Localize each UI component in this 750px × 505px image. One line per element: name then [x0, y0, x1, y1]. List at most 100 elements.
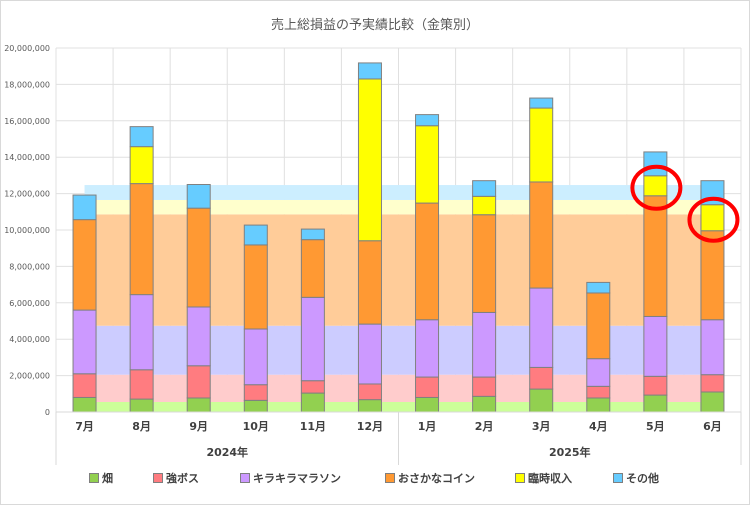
bar-segment — [415, 202, 440, 321]
y-tick-label: 0 — [45, 408, 50, 417]
bar-segment — [529, 366, 554, 390]
x-tick-label: 5月 — [646, 420, 665, 433]
bar-segment — [415, 114, 440, 127]
bar-segment — [529, 388, 554, 413]
budget-band — [84, 214, 724, 326]
y-tick-label: 6,000,000 — [9, 299, 50, 308]
y-tick-label: 8,000,000 — [9, 262, 50, 271]
bar-segment — [586, 385, 611, 399]
group-label: 2025年 — [549, 445, 591, 459]
bar-segment — [300, 392, 325, 413]
bar-segment — [243, 328, 268, 386]
x-tick-label: 3月 — [532, 420, 551, 433]
budget-band — [84, 325, 724, 375]
bar-segment — [700, 391, 725, 413]
bar-segment — [186, 397, 211, 413]
x-tick-label: 6月 — [703, 420, 722, 433]
bar-segment — [415, 319, 440, 378]
bar-segment — [357, 323, 382, 385]
legend-item: 畑 — [89, 470, 113, 486]
bar-segment — [357, 78, 382, 242]
bar-segment — [300, 239, 325, 298]
legend-label: 畑 — [102, 472, 113, 485]
y-tick-label: 14,000,000 — [4, 153, 50, 162]
legend-label: おさかなコイン — [398, 472, 475, 485]
bar-segment — [243, 399, 268, 413]
bar-segment — [529, 287, 554, 368]
bar-segment — [300, 228, 325, 241]
bar-segment — [243, 384, 268, 401]
bar-segment — [700, 319, 725, 376]
bar-segment — [700, 204, 725, 232]
highlight-circle — [630, 164, 683, 211]
bar-segment — [643, 394, 668, 413]
legend-swatch — [613, 473, 623, 483]
bar-segment — [72, 396, 97, 413]
bar-segment — [415, 396, 440, 413]
y-tick-label: 20,000,000 — [4, 44, 50, 53]
bar-segment — [472, 214, 497, 313]
bar-segment — [472, 311, 497, 378]
y-tick-label: 12,000,000 — [4, 190, 50, 199]
y-tick-label: 2,000,000 — [9, 372, 50, 381]
legend-swatch — [153, 473, 163, 483]
bar-segment — [643, 195, 668, 317]
highlight-circle — [687, 196, 740, 243]
x-tick-label: 4月 — [589, 420, 608, 433]
bar-segment — [700, 374, 725, 393]
bar-segment — [129, 126, 154, 148]
bar-segment — [186, 306, 211, 367]
legend-label: 臨時収入 — [528, 472, 572, 485]
bar-segment — [243, 224, 268, 246]
bar-segment — [186, 207, 211, 308]
legend-swatch — [89, 473, 99, 483]
legend-item: その他 — [613, 470, 659, 486]
legend-swatch — [385, 473, 395, 483]
legend-swatch — [515, 473, 525, 483]
group-label: 2024年 — [206, 445, 248, 459]
bar-segment — [643, 151, 668, 177]
x-tick-label: 10月 — [243, 420, 269, 433]
bar-segment — [586, 397, 611, 413]
bar-segment — [129, 369, 154, 400]
budget-band — [84, 185, 724, 200]
bar-segment — [300, 380, 325, 394]
bar-segment — [415, 376, 440, 398]
bar-segment — [586, 358, 611, 387]
budget-band — [84, 401, 724, 412]
bar-segment — [357, 383, 382, 401]
x-tick-label: 12月 — [357, 420, 383, 433]
legend-item: 強ボス — [153, 470, 199, 486]
bar-segment — [700, 230, 725, 321]
bar-segment — [357, 399, 382, 413]
bar-segment — [72, 219, 97, 311]
legend-item: おさかなコイン — [385, 470, 475, 486]
bar-segment — [529, 181, 554, 289]
bar-segment — [129, 146, 154, 185]
bar-segment — [129, 183, 154, 296]
x-tick-label: 7月 — [75, 420, 94, 433]
bar-segment — [529, 107, 554, 183]
bar-segment — [586, 281, 611, 294]
x-tick-label: 2月 — [475, 420, 494, 433]
y-tick-label: 10,000,000 — [4, 226, 50, 235]
bar-segment — [643, 315, 668, 377]
bar-segment — [472, 180, 497, 197]
bar-segment — [472, 395, 497, 413]
legend: 畑 強ボス キラキラマラソン おさかなコイン 臨時収入 その他 — [0, 470, 750, 488]
bar-segment — [243, 244, 268, 330]
x-tick-label: 9月 — [189, 420, 208, 433]
bar-segment — [129, 398, 154, 413]
bar-segment — [643, 175, 668, 197]
bar-segment — [72, 309, 97, 375]
bar-segment — [472, 376, 497, 397]
legend-item: 臨時収入 — [515, 470, 572, 486]
bar-segment — [643, 375, 668, 396]
bar-segment — [186, 365, 211, 399]
chart-title: 売上総損益の予実績比較（金策別） — [270, 18, 479, 33]
bar-segment — [357, 240, 382, 325]
bar-segment — [586, 292, 611, 360]
bar-segment — [415, 125, 440, 204]
bar-segment — [300, 296, 325, 382]
